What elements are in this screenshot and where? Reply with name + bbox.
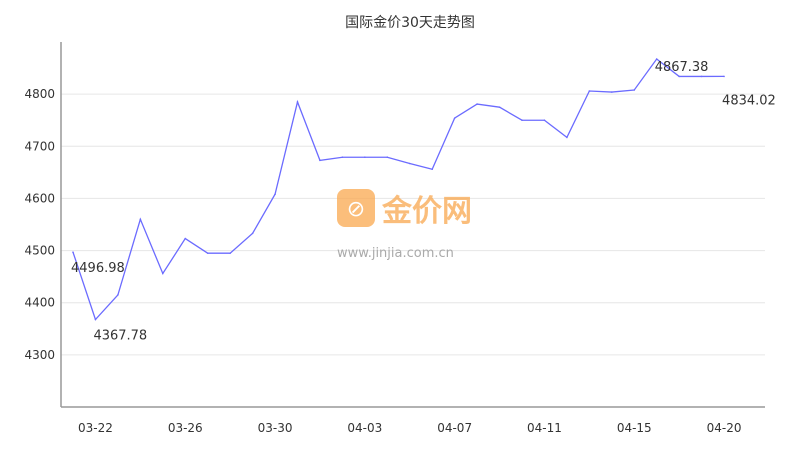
data-point — [700, 75, 703, 78]
y-tick-label: 4700 — [24, 139, 55, 153]
axes: 4300 4400 4500 4600 4700 4800 03-22 03-26 03-30 0… — [24, 42, 765, 435]
data-point — [319, 159, 321, 162]
jinjia-logo-icon — [337, 189, 375, 227]
watermark-url: www.jinjia.com.cn — [337, 246, 454, 261]
data-point — [139, 218, 142, 221]
data-point — [678, 75, 680, 78]
data-point — [341, 156, 344, 159]
data-point — [364, 156, 366, 159]
data-point — [476, 103, 478, 105]
data-point — [453, 117, 456, 119]
data-point — [251, 232, 254, 235]
data-label: 4834.02 — [722, 93, 776, 108]
data-point — [633, 89, 636, 91]
data-label: 4867.38 — [655, 60, 709, 75]
data-point — [723, 75, 725, 78]
data-point — [162, 272, 164, 275]
data-point — [611, 91, 613, 93]
data-point — [206, 252, 209, 254]
data-label: 4367.78 — [93, 329, 147, 344]
y-tick-label: 4600 — [24, 191, 55, 205]
data-point — [408, 162, 411, 165]
data-label: 4496.98 — [71, 261, 125, 276]
data-point — [94, 318, 97, 321]
x-tick-label: 04-03 — [347, 421, 382, 435]
data-point — [117, 294, 119, 296]
x-tick-label: 03-26 — [168, 421, 203, 435]
data-point — [588, 90, 591, 92]
data-point — [521, 119, 523, 122]
data-point — [431, 168, 434, 171]
x-tick-label: 03-30 — [258, 421, 293, 435]
y-tick-label: 4800 — [24, 87, 55, 101]
data-point — [229, 252, 231, 254]
watermark: ⊘ 金价网 www.jinjia.com.cn — [337, 189, 472, 261]
data-point — [566, 136, 568, 139]
data-point — [655, 58, 658, 60]
watermark-logo-glyph: ⊘ — [347, 197, 365, 222]
data-point — [386, 156, 389, 159]
watermark-brand: 金价网 — [381, 194, 472, 229]
series-line — [72, 58, 725, 321]
data-labels: 4496.98 4367.78 4867.38 4834.02 — [71, 60, 776, 344]
data-point — [296, 101, 299, 103]
data-point — [498, 106, 501, 108]
x-tick-label: 04-11 — [527, 421, 562, 435]
grid-lines — [61, 93, 765, 356]
data-point — [184, 237, 187, 240]
y-tick-label: 4400 — [24, 296, 55, 310]
x-tick-label: 04-15 — [617, 421, 652, 435]
y-tick-label: 4300 — [24, 348, 55, 362]
data-point — [72, 251, 74, 253]
y-tick-label: 4500 — [24, 244, 55, 258]
x-tick-label: 04-20 — [707, 421, 742, 435]
data-point — [543, 119, 546, 122]
x-tick-label: 04-07 — [437, 421, 472, 435]
data-points — [72, 58, 725, 321]
data-point — [274, 193, 276, 196]
chart-title: 国际金价30天走势图 — [345, 15, 475, 31]
x-tick-label: 03-22 — [78, 421, 113, 435]
